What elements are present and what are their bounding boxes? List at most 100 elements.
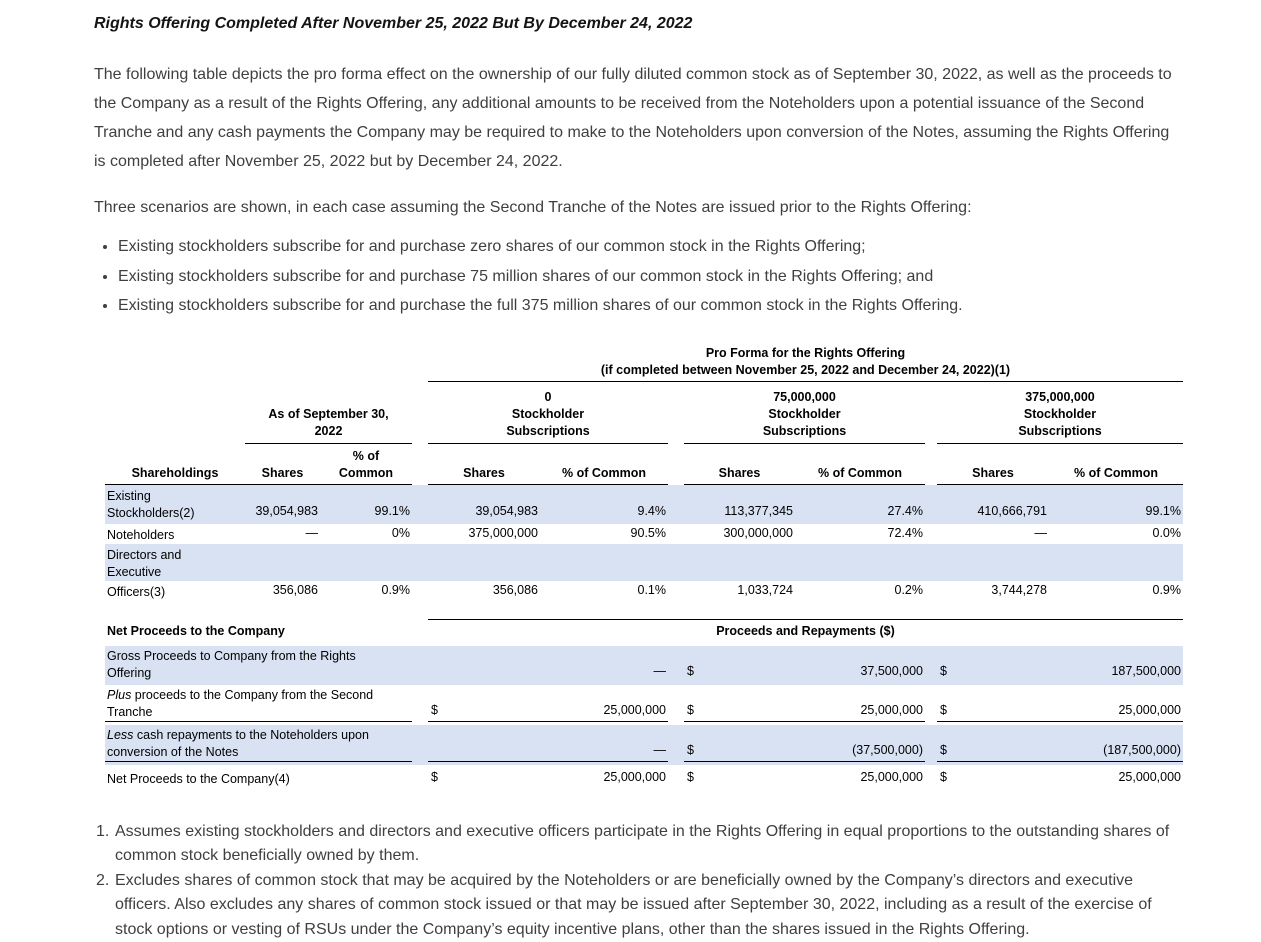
row-label: Net Proceeds to the Company(4) <box>105 771 412 788</box>
header-line: % of <box>320 448 412 465</box>
header-pct-common: % of Common <box>320 448 412 485</box>
cell-amount: $(37,500,000) <box>684 741 925 762</box>
scenario-item-zero: Existing stockholders subscribe for and … <box>118 232 1185 262</box>
header-pct-common: % of Common <box>1049 465 1183 485</box>
label-line: Existing <box>107 488 245 505</box>
label-line: Plus proceeds to the Company from the Se… <box>107 687 412 704</box>
cell-amount: $25,000,000 <box>937 701 1183 722</box>
scenario-item-75m: Existing stockholders subscribe for and … <box>118 262 1185 292</box>
cell-amount: $37,500,000 <box>684 662 925 682</box>
label-italic-prefix: Less <box>107 728 133 742</box>
amount: 25,000,000 <box>860 769 923 786</box>
group-line: 75,000,000 <box>684 389 925 406</box>
row-label: Plus proceeds to the Company from the Se… <box>105 687 412 722</box>
group-line: Subscriptions <box>937 423 1183 440</box>
cell-shares: 3,744,278 <box>937 581 1049 601</box>
intro-paragraph: The following table depicts the pro form… <box>94 60 1185 176</box>
amount: — <box>654 663 667 680</box>
row-less-cash-repayments: Less cash repayments to the Noteholders … <box>105 725 1183 765</box>
header-shares: Shares <box>684 465 795 485</box>
group-line: Subscriptions <box>684 423 925 440</box>
amount: (187,500,000) <box>1103 742 1181 759</box>
scenarios-paragraph: Three scenarios are shown, in each case … <box>94 193 1185 222</box>
header-shares: Shares <box>937 465 1049 485</box>
cell-amount: — <box>428 662 668 682</box>
cell-shares: 113,377,345 <box>684 502 795 522</box>
row-label: Less cash repayments to the Noteholders … <box>105 727 412 762</box>
row-directors-officers-label: Directors and Executive <box>105 544 1183 581</box>
currency-symbol: $ <box>687 769 694 786</box>
cell-percent: 0.2% <box>795 581 925 601</box>
row-net-proceeds-total: Net Proceeds to the Company(4) $25,000,0… <box>105 765 1183 790</box>
header-shares: Shares <box>245 465 320 485</box>
cell-amount: — <box>428 741 668 762</box>
cell-amount: $25,000,000 <box>684 768 925 788</box>
scenario-list: Existing stockholders subscribe for and … <box>94 232 1185 321</box>
cell-amount: $(187,500,000) <box>937 741 1183 762</box>
cell-percent: 0% <box>320 524 412 544</box>
cell-percent: 27.4% <box>795 502 925 522</box>
cell-percent: 0.1% <box>540 581 668 601</box>
group-line: 2022 <box>245 423 412 440</box>
header-pct-common: % of Common <box>795 465 925 485</box>
proforma-title-row: Pro Forma for the Rights Offering <box>105 345 1183 362</box>
footnote-number: 1. <box>94 820 115 869</box>
section-heading: Rights Offering Completed After November… <box>94 14 1185 34</box>
group-line: Stockholder <box>937 406 1183 423</box>
cell-percent: 99.1% <box>320 502 412 522</box>
header-pct-common: % of Common <box>540 465 668 485</box>
cell-amount: $187,500,000 <box>937 662 1183 682</box>
label-line: conversion of the Notes <box>107 744 412 761</box>
currency-symbol: $ <box>687 663 694 680</box>
cell-shares: 39,054,983 <box>245 502 320 522</box>
group-line: Subscriptions <box>428 423 668 440</box>
label-line-rest: cash repayments to the Noteholders upon <box>133 728 369 742</box>
footnote-2: 2. Excludes shares of common stock that … <box>94 869 1185 942</box>
proceeds-repayments-header: Proceeds and Repayments ($) <box>428 619 1183 641</box>
footnote-number: 2. <box>94 869 115 942</box>
net-proceeds-header: Net Proceeds to the Company <box>105 623 412 641</box>
cell-percent: 0.0% <box>1049 524 1183 544</box>
label-line: Executive <box>107 564 245 581</box>
column-group-header-row: As of September 30, 2022 0 Stockholder S… <box>105 389 1183 444</box>
currency-symbol: $ <box>940 702 947 719</box>
proforma-title-line2: (if completed between November 25, 2022 … <box>428 362 1183 382</box>
proforma-subtitle-row: (if completed between November 25, 2022 … <box>105 362 1183 382</box>
header-line: Common <box>320 465 412 482</box>
cell-percent: 0.9% <box>320 581 412 601</box>
cell-amount: $25,000,000 <box>428 768 668 788</box>
label-line: Tranche <box>107 704 412 721</box>
label-line: Directors and <box>107 547 245 564</box>
cell-amount: $25,000,000 <box>937 768 1183 788</box>
currency-symbol: $ <box>687 702 694 719</box>
footnote-text: Assumes existing stockholders and direct… <box>115 820 1185 869</box>
group-line: 375,000,000 <box>937 389 1183 406</box>
amount: — <box>654 742 667 759</box>
amount: 37,500,000 <box>860 663 923 680</box>
group-0-subscriptions: 0 Stockholder Subscriptions <box>428 389 668 444</box>
row-label: Noteholders <box>105 527 245 544</box>
footnotes: 1. Assumes existing stockholders and dir… <box>94 820 1185 942</box>
cell-percent: 99.1% <box>1049 502 1183 522</box>
cell-percent: 90.5% <box>540 524 668 544</box>
cell-amount: $25,000,000 <box>428 701 668 722</box>
currency-symbol: $ <box>431 702 438 719</box>
amount: 25,000,000 <box>860 702 923 719</box>
row-existing-stockholders: Existing Stockholders(2) 39,054,983 99.1… <box>105 485 1183 524</box>
header-shareholdings: Shareholdings <box>105 465 245 485</box>
proceeds-header-row: Net Proceeds to the Company Proceeds and… <box>105 619 1183 641</box>
footnote-1: 1. Assumes existing stockholders and dir… <box>94 820 1185 869</box>
amount: 187,500,000 <box>1111 663 1181 680</box>
group-line: As of September 30, <box>245 406 412 423</box>
cell-shares: 356,086 <box>428 581 540 601</box>
row-second-tranche-proceeds: Plus proceeds to the Company from the Se… <box>105 685 1183 725</box>
cell-shares: 39,054,983 <box>428 502 540 522</box>
currency-symbol: $ <box>940 663 947 680</box>
cell-percent: 72.4% <box>795 524 925 544</box>
group-75m-subscriptions: 75,000,000 Stockholder Subscriptions <box>684 389 925 444</box>
group-375m-subscriptions: 375,000,000 Stockholder Subscriptions <box>937 389 1183 444</box>
header-shares: Shares <box>428 465 540 485</box>
currency-symbol: $ <box>687 742 694 759</box>
label-line: Less cash repayments to the Noteholders … <box>107 727 412 744</box>
